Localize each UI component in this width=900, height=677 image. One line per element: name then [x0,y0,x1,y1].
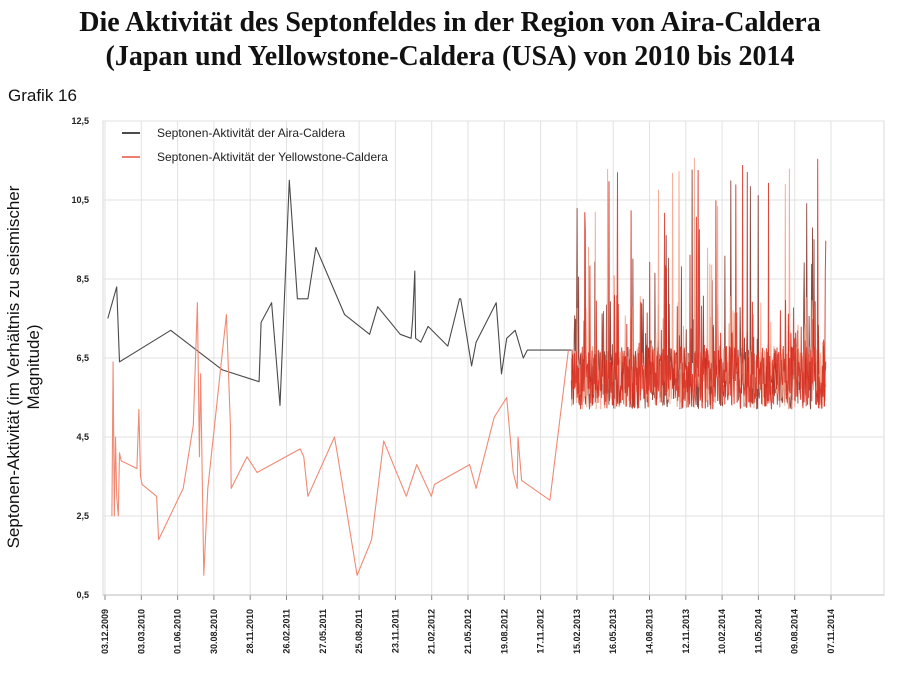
chart-title-line-2: (Japan und Yellowstone-Caldera (USA) von… [105,41,795,72]
series-yellowstone-dense [570,158,827,410]
x-tick-label: 03.03.2010 [136,609,146,654]
x-tick-label: 17.11.2012 [536,609,546,654]
x-tick-label: 21.05.2012 [463,609,473,654]
x-tick-label: 12.11.2013 [681,609,691,654]
chart-title: Die Aktivität des Septonfeldes in der Re… [0,6,900,74]
x-tick-label: 07.11.2014 [826,609,836,654]
y-tick-label: 8,5 [76,274,89,284]
x-tick-label: 10.02.2014 [717,609,727,654]
x-tick-label: 09.08.2014 [790,609,800,654]
x-tick-label: 26.02.2011 [282,609,292,654]
x-tick-label: 21.02.2012 [427,609,437,654]
series-aira-line [107,179,572,406]
legend-label: Septonen-Aktivität der Yellowstone-Calde… [157,150,388,164]
y-tick-label: 4,5 [76,432,89,442]
y-tick-label: 12,5 [71,116,89,126]
x-tick-label: 25.08.2011 [354,609,364,654]
x-tick-label: 11.05.2014 [753,609,763,654]
x-tick-label: 03.12.2009 [100,609,110,654]
series-dense-2013-2014 [570,157,827,410]
legend: Septonen-Aktivität der Aira-Caldera Septo… [122,126,388,164]
x-tick-labels: 03.12.2009 03.03.2010 01.06.2010 30.08.2010… [100,609,836,654]
x-tick-label: 01.06.2010 [173,609,183,654]
x-tick-label: 30.08.2010 [209,609,219,654]
y-tick-label: 2,5 [76,511,89,521]
y-tick-label: 6,5 [76,353,89,363]
x-tick-label: 14.08.2013 [645,609,655,654]
y-tick-label: 0,5 [76,590,89,600]
x-tick-label: 19.08.2012 [499,609,509,654]
x-tick-label: 28.11.2010 [245,609,255,654]
legend-label: Septonen-Aktivität der Aira-Caldera [157,126,345,140]
series-yellowstone-line [111,302,569,576]
y-tick-label: 10,5 [71,195,89,205]
x-tick-label: 15.02.2013 [572,609,582,654]
x-tick-label: 16.05.2013 [608,609,618,654]
chart-title-line-1: Die Aktivität des Septonfeldes in der Re… [79,7,821,38]
series-lines [107,179,572,576]
x-tick-label: 23.11.2011 [390,609,400,653]
chart-subtitle: Grafik 16 [8,86,77,105]
y-tick-labels: 0,5 2,5 4,5 6,5 8,5 10,5 12,5 [71,116,89,600]
x-tick-label: 27.05.2011 [318,609,328,654]
